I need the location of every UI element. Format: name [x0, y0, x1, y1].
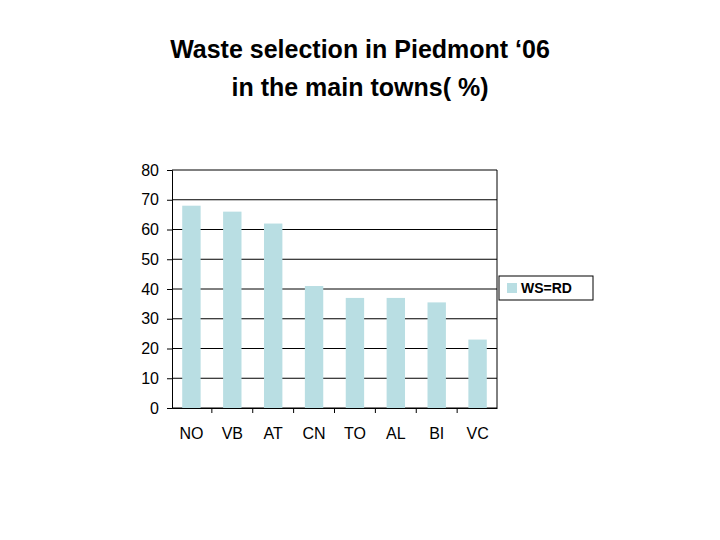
x-separators [212, 408, 457, 413]
grid-line [172, 378, 497, 379]
x-tick-label: BI [429, 425, 444, 442]
y-tick: 10 [141, 370, 172, 387]
bar [264, 224, 282, 408]
legend: WS=RD [499, 276, 593, 300]
y-tick: 80 [141, 162, 172, 179]
y-tick-mark [167, 259, 172, 260]
x-tick: BI [429, 408, 444, 442]
x-separator [457, 408, 458, 413]
y-tick: 0 [150, 400, 172, 417]
x-tick: TO [344, 408, 366, 442]
x-tick: AT [264, 408, 283, 442]
x-tick-label: AT [264, 425, 283, 442]
y-tick-mark [167, 349, 172, 350]
x-separator [293, 408, 294, 413]
x-tick-label: VC [466, 425, 488, 442]
grid-line [172, 348, 497, 349]
y-tick: 20 [141, 340, 172, 357]
x-tick-label: AL [386, 425, 406, 442]
grid-line [172, 170, 497, 171]
x-tick-label: TO [344, 425, 366, 442]
y-tick-mark [167, 289, 172, 290]
x-tick: VB [222, 408, 243, 442]
legend-label: WS=RD [521, 280, 572, 296]
y-axis-line [167, 171, 173, 409]
x-separator [252, 408, 253, 413]
x-tick-label: NO [179, 425, 203, 442]
bars [182, 206, 487, 408]
bar [468, 340, 486, 408]
x-separator [334, 408, 335, 413]
x-tick: CN [303, 408, 326, 442]
y-tick-mark [167, 408, 172, 409]
y-tick: 30 [141, 310, 172, 327]
legend-swatch [507, 283, 517, 293]
bar [223, 212, 241, 408]
x-tick-label: CN [303, 425, 326, 442]
y-tick-mark [167, 170, 172, 171]
y-tick-label: 10 [141, 370, 159, 387]
y-tick-label: 0 [150, 400, 159, 417]
x-tick: NO [179, 408, 203, 442]
y-tick-label: 50 [141, 251, 159, 268]
y-tick: 40 [141, 281, 172, 298]
y-tick-label: 70 [141, 191, 159, 208]
x-separator [375, 408, 376, 413]
x-tick: AL [386, 408, 406, 442]
y-tick-mark [167, 230, 172, 231]
x-separator [211, 408, 212, 413]
y-tick-label: 80 [141, 162, 159, 179]
grid-line [172, 289, 497, 290]
y-tick-label: 60 [141, 221, 159, 238]
x-tick-label: VB [222, 425, 243, 442]
y-tick-mark [167, 378, 172, 379]
y-tick: 50 [141, 251, 172, 268]
y-tick-label: 30 [141, 310, 159, 327]
chart: Waste selection in Piedmont ‘06 in the ma… [0, 0, 720, 540]
bar [182, 206, 200, 408]
y-tick: 60 [141, 221, 172, 238]
bar [346, 298, 364, 408]
grid-line [172, 229, 497, 230]
y-tick-label: 40 [141, 281, 159, 298]
y-tick: 70 [141, 191, 172, 208]
x-tick: VC [466, 408, 488, 442]
y-tick-label: 20 [141, 340, 159, 357]
x-axis: NO VB AT CN TO AL BI VC [173, 408, 498, 442]
y-tick-mark [167, 319, 172, 320]
grid-line [172, 318, 497, 319]
y-tick-mark [167, 200, 172, 201]
title: in the main towns( %) [232, 73, 489, 101]
grid-line [172, 199, 497, 200]
grid-line [172, 259, 497, 260]
y-axis: 0 10 20 30 40 50 60 70 80 [141, 162, 172, 417]
bar [428, 302, 446, 408]
bar [387, 298, 405, 408]
plot-frame [497, 170, 498, 408]
title: Waste selection in Piedmont ‘06 [170, 35, 550, 63]
x-separator [416, 408, 417, 413]
bar [305, 286, 323, 408]
legend-box [499, 276, 593, 300]
grid [172, 170, 497, 408]
